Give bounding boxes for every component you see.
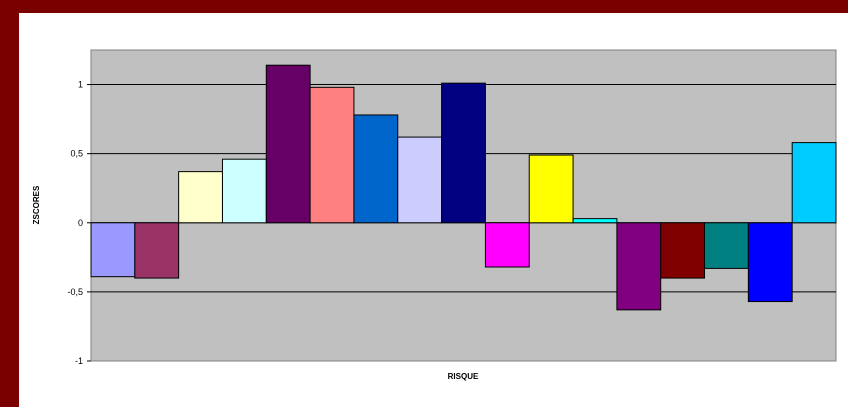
bar [704, 222, 749, 269]
bar [616, 222, 662, 311]
bar [90, 222, 136, 278]
bar [134, 222, 180, 279]
y-tick-labels: -1 -0,5 0 0,5 1 [67, 80, 91, 366]
bar [265, 64, 311, 224]
bar [397, 136, 443, 224]
y-tick-label: 0,5 [70, 149, 83, 159]
bar [178, 171, 223, 224]
y-tick-label: -0,5 [67, 287, 83, 297]
y-tick-label: 1 [78, 80, 83, 90]
bar [353, 114, 399, 224]
bar [309, 86, 355, 224]
bar [221, 158, 267, 224]
chart-frame: -1 -0,5 0 0,5 1 ZSCORES RISQUE [19, 13, 848, 407]
zscores-bar-chart: -1 -0,5 0 0,5 1 ZSCORES RISQUE [32, 49, 837, 381]
bar [791, 142, 837, 224]
bar [572, 218, 618, 224]
bar [747, 222, 793, 303]
bar [528, 154, 574, 224]
y-tick-label: 0 [78, 218, 83, 228]
bar [660, 222, 706, 279]
x-axis-title: RISQUE [448, 372, 479, 381]
y-axis-title: ZSCORES [32, 185, 41, 224]
bar [484, 222, 530, 268]
bar [441, 82, 486, 224]
bars [90, 64, 837, 311]
y-tick-label: -1 [75, 356, 83, 366]
